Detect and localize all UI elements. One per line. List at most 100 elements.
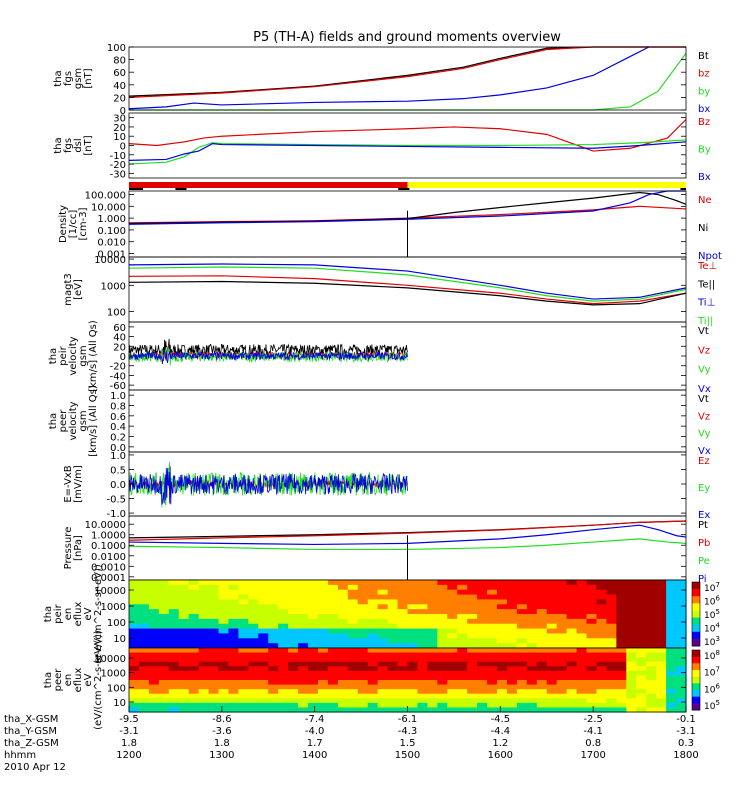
spectrogram-cell	[656, 580, 667, 586]
mode-tick	[129, 188, 143, 190]
spectrogram-cell	[666, 584, 677, 591]
spectrogram-cell	[327, 623, 339, 630]
spectrogram-cell	[387, 689, 399, 695]
spectrogram-cell	[288, 675, 299, 681]
spectrogram-cell	[377, 684, 389, 690]
spectrogram-cell	[676, 618, 687, 625]
spectrogram-cell	[327, 589, 339, 596]
spectrogram-cell	[566, 698, 578, 704]
position-value: -3.6	[212, 726, 232, 737]
spectrogram-cell	[367, 648, 379, 654]
spectrogram-cell	[357, 604, 369, 610]
ytick-label: 0.1000	[91, 541, 126, 552]
spectrogram-cell	[536, 580, 548, 586]
spectrogram-cell	[248, 638, 259, 644]
spectrogram-cell	[198, 614, 210, 620]
spectrogram-cell	[129, 648, 140, 654]
spectrogram-cell	[258, 702, 269, 709]
spectrogram-cell	[168, 698, 180, 704]
spectrogram-cell	[198, 643, 210, 649]
spectrogram-cell	[506, 648, 518, 654]
spectrogram-cell	[626, 661, 637, 667]
ylabel-line: [km/s] (All Qs)	[88, 320, 99, 392]
spectrogram-cell	[248, 698, 259, 704]
spectrogram-cell	[208, 633, 220, 639]
spectrogram-cell	[347, 657, 359, 663]
spectrogram-cell	[447, 680, 458, 686]
spectrogram-cell	[387, 633, 399, 639]
spectrogram-cell	[536, 648, 548, 654]
spectrogram-cell	[596, 633, 608, 639]
spectrogram-cell	[228, 580, 240, 586]
spectrogram-cell	[258, 661, 269, 667]
spectrogram-cell	[636, 618, 647, 625]
spectrogram-cell	[397, 670, 409, 677]
spectrogram-cell	[437, 623, 448, 630]
spectrogram-cell	[188, 614, 200, 620]
spectrogram-cell	[208, 643, 220, 649]
spectrogram-cell	[666, 666, 677, 672]
spectrogram-cell	[268, 666, 279, 672]
spectrogram-cell	[158, 670, 170, 677]
spectrogram-cell	[158, 702, 170, 709]
spectrogram-cell	[616, 594, 627, 601]
spectrogram-cell	[437, 707, 448, 713]
spectrogram-cell	[377, 623, 389, 630]
spectrogram-cell	[218, 693, 230, 699]
spectrogram-cell	[477, 698, 488, 704]
spectrogram-cell	[218, 698, 230, 704]
spectrogram-cell	[248, 594, 259, 601]
spectrogram-cell	[636, 657, 647, 663]
ylabel-line: velocity	[68, 336, 79, 375]
spectrogram-cell	[536, 680, 548, 686]
spectrogram-cell	[218, 707, 230, 713]
spectrogram-cell	[556, 675, 568, 681]
time-tick-label: 1200	[116, 750, 141, 761]
spectrogram-cell	[437, 589, 448, 596]
spectrogram-cell	[606, 657, 617, 663]
spectrogram-cell	[526, 623, 538, 630]
spectrogram-cell	[327, 666, 339, 672]
spectrogram-cell	[536, 638, 548, 644]
ylabel-line: peer	[58, 409, 69, 433]
spectrogram-cell	[487, 643, 498, 649]
spectrogram-cell	[337, 648, 349, 654]
spectrogram-cell	[497, 693, 508, 699]
spectrogram-cell	[278, 666, 289, 672]
time-tick-label: 1400	[302, 750, 327, 761]
spectrogram-cell	[516, 670, 528, 677]
ylabel-line: tha	[48, 413, 59, 429]
spectrogram-cell	[457, 580, 468, 586]
spectrogram-cell	[497, 666, 508, 672]
spectrogram	[129, 648, 687, 713]
spectrogram-cell	[208, 618, 220, 625]
spectrogram-cell	[347, 633, 359, 639]
spectrogram-cell	[337, 633, 349, 639]
legend-Ez: Ez	[698, 456, 710, 467]
spectrogram-cell	[576, 594, 588, 601]
spectrogram-cell	[357, 589, 369, 596]
spectrogram-cell	[626, 666, 637, 672]
spectrogram-cell	[427, 604, 438, 610]
spectrogram-cell	[268, 638, 279, 644]
spectrogram-cell	[268, 675, 279, 681]
spectrogram-cell	[616, 614, 627, 620]
spectrogram-cell	[138, 648, 150, 654]
spectrogram-cell	[178, 599, 190, 605]
spectrogram-cell	[367, 698, 379, 704]
spectrogram-cell	[596, 680, 608, 686]
spectrogram-cell	[258, 628, 269, 635]
spectrogram-cell	[138, 680, 150, 686]
spectrogram-cell	[646, 684, 657, 690]
spectrogram-cell	[596, 693, 608, 699]
position-row-label: tha_X-GSM	[4, 714, 58, 725]
spectrogram-cell	[357, 580, 369, 586]
spectrogram-cell	[317, 618, 329, 625]
spectrogram-cell	[288, 707, 299, 713]
spectrogram-cell	[417, 698, 428, 704]
spectrogram-cell	[477, 599, 488, 605]
spectrogram-cell	[148, 702, 160, 709]
spectrogram-cell	[258, 689, 269, 695]
spectrogram-cell	[198, 584, 210, 591]
